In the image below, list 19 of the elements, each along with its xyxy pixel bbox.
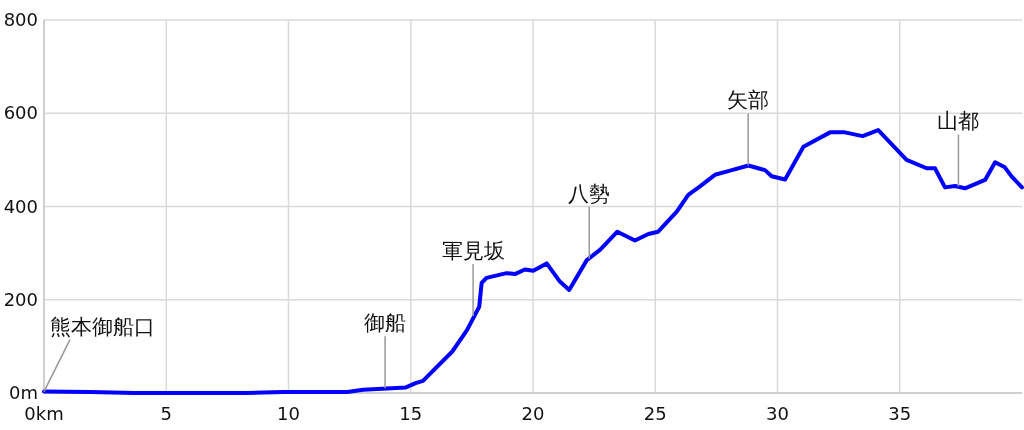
x-tick-label: 15 [399,403,423,424]
annotation: 御船 [364,311,407,336]
x-tick-label: 5 [160,403,172,424]
annotation: 山都 [937,109,980,134]
x-tick-label: 25 [643,403,667,424]
y-tick-label: 800 [3,9,38,30]
x-tick-label: 20 [521,403,545,424]
x-tick-label: 10 [277,403,300,424]
annotation: 軍見坂 [441,239,505,264]
annotation: 熊本御船口 [50,314,155,339]
y-tick-label: 0m [9,382,38,403]
y-tick-label: 600 [3,102,38,124]
y-tick-label: 200 [3,288,38,310]
y-tick-label: 400 [3,195,38,217]
annotation: 八勢 [568,181,611,206]
x-tick-label: 0km [24,403,64,424]
x-tick-label: 35 [888,403,912,424]
annotation: 矢部 [727,88,770,113]
x-tick-label: 30 [766,403,789,424]
